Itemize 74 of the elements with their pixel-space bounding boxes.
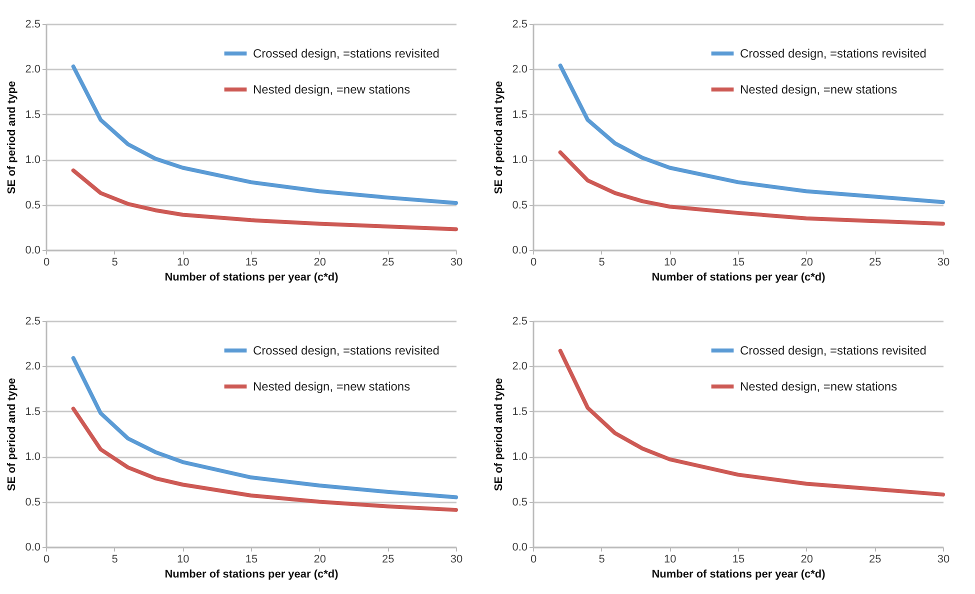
x-tick-label: 10	[177, 256, 190, 268]
x-tick-label: 15	[732, 554, 745, 566]
x-tick-label: 0	[43, 554, 50, 566]
y-tick-label: 1.5	[512, 406, 528, 418]
y-tick-label: 1.5	[512, 108, 528, 121]
x-tick-label: 5	[598, 554, 605, 566]
y-tick-label: 1.0	[512, 451, 528, 464]
x-tick-label: 0	[530, 256, 537, 268]
y-axis-title: SE of period and type	[493, 80, 506, 194]
line-series	[71, 406, 458, 512]
x-tick-label: 15	[245, 554, 258, 566]
y-tick-label: 0.0	[25, 244, 40, 256]
y-tick-label: 2.5	[512, 18, 528, 30]
x-tick-label: 25	[382, 256, 394, 268]
legend-label: Nested design, =new stations	[253, 380, 410, 394]
x-tick-label: 10	[664, 256, 676, 268]
x-tick-label: 5	[598, 256, 605, 268]
x-tick-label: 10	[177, 554, 190, 566]
x-tick-label: 5	[112, 554, 118, 566]
y-tick-label: 1.0	[512, 154, 528, 166]
y-tick-label: 0.0	[25, 542, 40, 554]
x-tick-label: 25	[382, 554, 394, 566]
y-tick-label: 1.0	[25, 154, 40, 166]
x-tick-label: 20	[314, 554, 326, 566]
y-axis-title: SE of period and type	[493, 378, 506, 492]
y-tick-label: 2.0	[512, 360, 528, 373]
x-axis-title: Number of stations per year (c*d)	[164, 568, 339, 580]
legend-label: Nested design, =new stations	[740, 82, 898, 96]
line-series	[71, 356, 458, 500]
legend-label: Nested design, =new stations	[740, 380, 898, 394]
y-axis-title: SE of period and type	[6, 378, 18, 492]
legend-label: Crossed design, =stations revisited	[253, 344, 440, 358]
x-tick-label: 20	[800, 256, 813, 268]
legend-label: Crossed design, =stations revisited	[253, 46, 440, 60]
y-tick-label: 0.0	[512, 542, 528, 554]
y-tick-label: 1.0	[25, 451, 40, 464]
line-series	[71, 64, 458, 205]
x-tick-label: 30	[450, 554, 463, 566]
x-tick-label: 0	[43, 256, 50, 268]
x-axis-title: Number of stations per year (c*d)	[652, 272, 826, 284]
line-series	[558, 64, 945, 204]
x-tick-label: 20	[800, 554, 813, 566]
x-axis-title: Number of stations per year (c*d)	[652, 568, 826, 580]
legend-label: Crossed design, =stations revisited	[740, 46, 926, 60]
y-axis-title: SE of period and type	[6, 80, 18, 194]
x-tick-label: 30	[450, 256, 463, 268]
y-tick-label: 1.5	[25, 108, 40, 121]
x-tick-label: 25	[869, 554, 882, 566]
y-tick-label: 0.5	[512, 496, 528, 508]
line-series	[558, 150, 945, 226]
y-tick-label: 2.0	[25, 360, 40, 373]
x-tick-label: 10	[664, 554, 676, 566]
x-tick-label: 0	[530, 554, 537, 566]
y-tick-label: 2.0	[25, 64, 40, 76]
y-tick-label: 2.5	[25, 18, 40, 30]
x-tick-label: 30	[937, 256, 950, 268]
y-tick-label: 0.5	[25, 496, 40, 508]
line-series	[71, 168, 458, 232]
x-tick-label: 30	[937, 554, 950, 566]
y-tick-label: 0.5	[512, 199, 528, 212]
x-tick-label: 15	[732, 256, 745, 268]
y-tick-label: 0.0	[512, 244, 528, 256]
y-tick-label: 2.5	[25, 316, 40, 328]
y-tick-label: 1.5	[25, 406, 40, 418]
x-tick-label: 5	[112, 256, 118, 268]
y-tick-label: 2.5	[512, 316, 528, 328]
x-tick-label: 20	[314, 256, 326, 268]
legend-label: Crossed design, =stations revisited	[740, 344, 926, 358]
x-tick-label: 25	[869, 256, 882, 268]
legend-label: Nested design, =new stations	[253, 82, 410, 96]
x-tick-label: 15	[245, 256, 258, 268]
y-tick-label: 2.0	[512, 64, 528, 76]
y-tick-label: 0.5	[25, 199, 40, 212]
x-axis-title: Number of stations per year (c*d)	[164, 272, 339, 284]
